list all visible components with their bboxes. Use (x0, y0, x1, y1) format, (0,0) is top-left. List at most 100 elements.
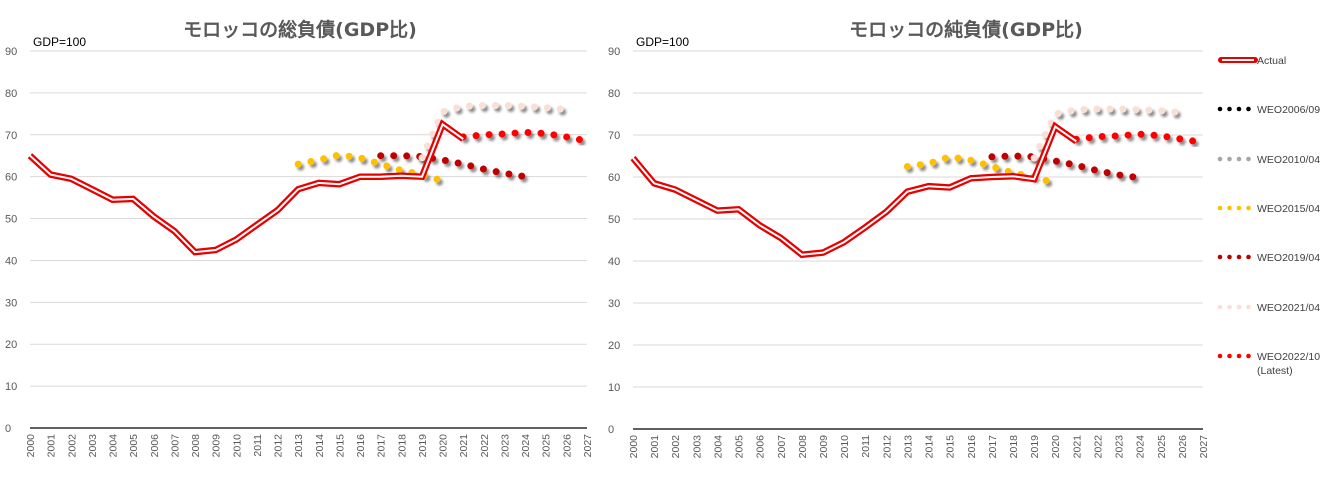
legend-item-weo2015[interactable]: WEO2015/04 (1217, 203, 1320, 215)
legend-swatch-weo2022 (1217, 353, 1251, 359)
x-tick-label: 2010 (839, 435, 851, 459)
y-axis-ticks: 0 10 20 30 40 50 60 70 80 90 (5, 46, 17, 435)
weo2022-dotted-line (459, 128, 591, 145)
y-tick-label: 0 (608, 424, 614, 436)
series-layer (27, 102, 591, 432)
x-tick-label: 2026 (561, 434, 573, 458)
legend-swatch-weo2006 (1217, 106, 1251, 112)
y-tick-label: 60 (5, 172, 17, 184)
swatch-dot (1217, 205, 1223, 211)
legend-item-weo2019[interactable]: WEO2019/04 (1217, 252, 1320, 264)
swatch-dot (1246, 205, 1251, 211)
swatch-dot (1227, 106, 1232, 112)
legend-label: Actual (1257, 55, 1286, 67)
x-tick-label: 2023 (499, 434, 511, 458)
x-tick-label: 2011 (860, 435, 872, 458)
legend-sublabel: (Latest) (1257, 365, 1293, 377)
series-actual (27, 119, 466, 256)
legend-item-actual[interactable]: Actual (1218, 55, 1286, 67)
chart-title: モロッコの総負債(GDP比) (183, 18, 417, 41)
x-tick-label: 2010 (231, 434, 243, 458)
y-axis-ticks: 0 10 20 30 40 50 60 70 80 90 (608, 46, 620, 436)
y-tick-label: 50 (5, 214, 17, 226)
x-tick-label: 2015 (334, 434, 346, 458)
x-tick-label: 2007 (776, 435, 788, 459)
x-tick-label: 2025 (1156, 435, 1168, 459)
actual-line-inner (632, 125, 1077, 256)
y-tick-label: 20 (5, 339, 17, 351)
series-weo2019 (988, 152, 1144, 182)
weo2015-dotted-line (294, 151, 447, 185)
x-tick-label: 2016 (966, 435, 978, 459)
weo2021-dotted-line (418, 102, 570, 162)
swatch-dot (1246, 106, 1251, 112)
x-axis-ticks: 2000 2001 2002 2003 2004 2005 2006 2007 2008 2009… (628, 435, 1210, 459)
series-weo2015 (294, 151, 447, 185)
x-tick-label: 2014 (314, 434, 326, 458)
x-tick-label: 2026 (1177, 435, 1189, 459)
x-tick-label: 2014 (924, 435, 936, 459)
x-tick-label: 2007 (169, 434, 181, 458)
legend-item-weo2022[interactable]: WEO2022/10 (Latest) (1217, 351, 1320, 377)
actual-line-inner (29, 122, 464, 254)
swatch-dot (1236, 353, 1242, 359)
gridlines (30, 50, 587, 429)
gridlines (633, 50, 1203, 430)
swatch-dot (1217, 353, 1223, 359)
legend-swatch-weo2019 (1217, 254, 1251, 260)
swatch-dot (1217, 156, 1223, 162)
y-tick-label: 80 (5, 88, 17, 100)
x-tick-label: 2003 (691, 435, 703, 459)
legend-label: WEO2021/04 (1257, 302, 1320, 314)
series-weo2021 (1030, 105, 1186, 162)
x-tick-label: 2001 (649, 435, 661, 459)
legend-swatch-weo2021 (1217, 304, 1251, 310)
legend-item-weo2010[interactable]: WEO2010/04 (1217, 154, 1320, 166)
x-axis-ticks: 2000 2001 2002 2003 2004 2005 2006 2007 2008 2009… (25, 434, 594, 458)
x-tick-label: 2016 (355, 434, 367, 458)
x-tick-label: 2018 (396, 434, 408, 458)
swatch-dot (1246, 156, 1251, 162)
x-tick-label: 2002 (670, 435, 682, 459)
legend-label: WEO2022/10 (1257, 351, 1320, 363)
x-tick-label: 2021 (1071, 435, 1083, 459)
swatch-dot (1217, 106, 1223, 112)
x-tick-label: 2009 (211, 434, 223, 458)
x-tick-label: 2013 (293, 434, 305, 458)
series-weo2019 (377, 152, 529, 181)
y-tick-label: 20 (608, 340, 620, 352)
x-tick-label: 2024 (520, 434, 532, 458)
series-weo2021 (418, 102, 570, 162)
x-tick-label: 2008 (190, 434, 202, 458)
legend-item-weo2006[interactable]: WEO2006/09 (1217, 104, 1320, 116)
y-tick-label: 50 (608, 214, 620, 226)
y-tick-label: 10 (608, 382, 620, 394)
x-tick-label: 2006 (149, 434, 161, 458)
legend: Actual WEO2006/09 WEO2010/04 WEO2015/04 … (1217, 55, 1320, 377)
y-tick-label: 0 (5, 423, 11, 435)
x-tick-label: 2020 (1050, 435, 1062, 459)
x-tick-label: 2019 (1029, 435, 1041, 459)
swatch-dot (1227, 205, 1232, 211)
y-tick-label: 30 (5, 297, 17, 309)
y-tick-label: 70 (5, 130, 17, 142)
x-tick-label: 2022 (1092, 435, 1104, 459)
swatch-dot (1227, 304, 1232, 310)
x-tick-label: 2017 (376, 434, 388, 458)
weo2021-dotted-line (1030, 105, 1186, 162)
legend-swatch-weo2010 (1217, 156, 1251, 162)
legend-label: WEO2006/09 (1257, 104, 1320, 116)
legend-item-weo2021[interactable]: WEO2021/04 (1217, 302, 1320, 314)
weo2019-dotted-line (988, 152, 1144, 182)
gross-debt-chart: モロッコの総負債(GDP比) GDP=100 0 10 20 30 40 50 60 70 80… (5, 18, 594, 457)
weo2022-dotted-line (1072, 130, 1207, 147)
chart-title: モロッコの純負債(GDP比) (849, 18, 1083, 41)
x-tick-label: 2002 (66, 434, 78, 458)
swatch-dot (1236, 304, 1242, 310)
y-tick-label: 40 (608, 256, 620, 268)
x-tick-label: 2021 (458, 434, 470, 458)
x-tick-label: 2011 (252, 434, 264, 457)
swatch-dot (1217, 254, 1223, 260)
swatch-dot (1246, 353, 1251, 359)
